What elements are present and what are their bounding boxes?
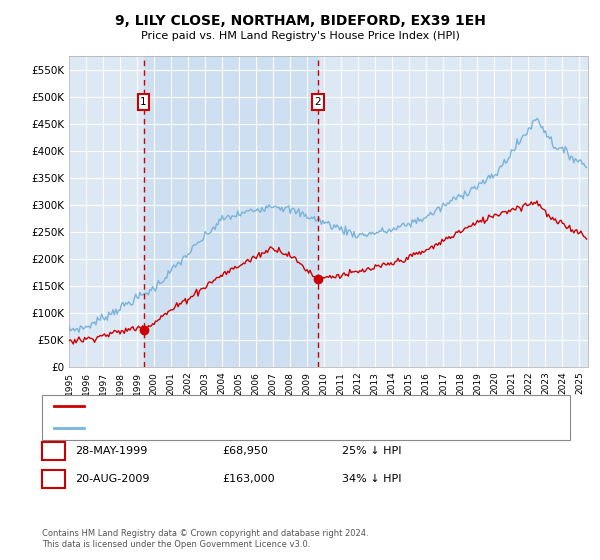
Text: 2: 2 [314, 97, 321, 107]
Bar [143, 56, 318, 367]
Text: 25% ↓ HPI: 25% ↓ HPI [342, 446, 401, 456]
Text: HPI: Average price, detached house, Torridge: HPI: Average price, detached house, Torr… [90, 423, 310, 433]
Text: £68,950: £68,950 [222, 446, 268, 456]
Text: 34% ↓ HPI: 34% ↓ HPI [342, 474, 401, 484]
Text: 1: 1 [50, 446, 57, 456]
Text: 2: 2 [50, 474, 57, 484]
Text: 9, LILY CLOSE, NORTHAM, BIDEFORD, EX39 1EH: 9, LILY CLOSE, NORTHAM, BIDEFORD, EX39 1… [115, 14, 485, 28]
Text: 9, LILY CLOSE, NORTHAM, BIDEFORD, EX39 1EH (detached house): 9, LILY CLOSE, NORTHAM, BIDEFORD, EX39 1… [90, 401, 412, 411]
Text: Price paid vs. HM Land Registry's House Price Index (HPI): Price paid vs. HM Land Registry's House … [140, 31, 460, 41]
Text: Contains HM Land Registry data © Crown copyright and database right 2024.
This d: Contains HM Land Registry data © Crown c… [42, 529, 368, 549]
Text: £163,000: £163,000 [222, 474, 275, 484]
Text: 1: 1 [140, 97, 147, 107]
Text: 28-MAY-1999: 28-MAY-1999 [75, 446, 148, 456]
Text: 20-AUG-2009: 20-AUG-2009 [75, 474, 149, 484]
